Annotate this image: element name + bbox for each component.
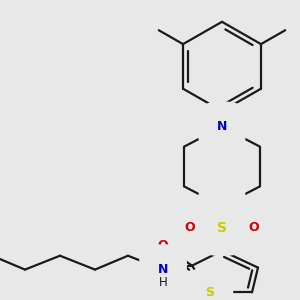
- Text: O: O: [249, 221, 259, 235]
- Text: N: N: [158, 263, 168, 276]
- Text: O: O: [185, 221, 195, 235]
- Text: H: H: [159, 276, 167, 289]
- Text: S: S: [206, 286, 214, 299]
- Text: N: N: [217, 120, 227, 134]
- Text: O: O: [158, 239, 168, 252]
- Text: N: N: [217, 200, 227, 213]
- Text: S: S: [217, 221, 227, 235]
